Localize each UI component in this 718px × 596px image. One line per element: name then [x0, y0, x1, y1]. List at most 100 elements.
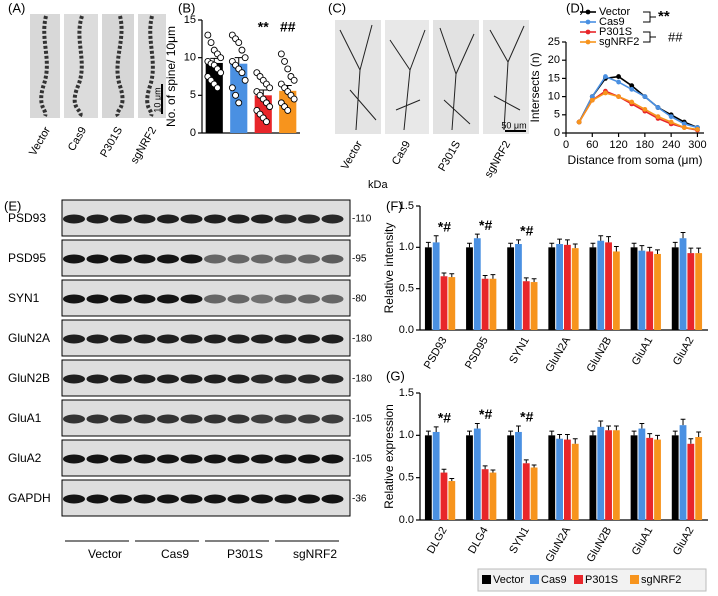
bar [530, 467, 538, 520]
error-bar [557, 433, 562, 439]
blot-band [204, 414, 226, 424]
bar [473, 238, 481, 330]
blot-row-label: GAPDH [8, 491, 51, 505]
data-point [263, 118, 270, 126]
blot-band [227, 214, 250, 224]
marker [629, 86, 635, 92]
data-point [266, 84, 274, 92]
blot-band [133, 254, 156, 264]
x-tick-label: GluN2A [543, 334, 573, 374]
y-tick-label: 5 [190, 89, 196, 101]
y-tick-label: 0.0 [399, 324, 414, 336]
y-axis-label: Intersects (n) [528, 52, 542, 122]
blot-band [63, 254, 85, 264]
y-tick-label: 1.5 [399, 200, 414, 212]
data-point [284, 106, 292, 114]
blot-row-label: GluA2 [8, 451, 42, 465]
molecular-weight: -180 [352, 334, 372, 345]
error-bar [606, 236, 611, 243]
legend-label: Cas9 [599, 16, 625, 28]
annotation: *# [520, 223, 533, 239]
molecular-weight: -95 [352, 254, 367, 265]
data-point [228, 84, 236, 92]
data-point [207, 39, 215, 47]
bar [564, 439, 571, 520]
blot-band [180, 494, 203, 504]
blot-band [63, 494, 85, 504]
error-bar [565, 433, 570, 440]
error-bar [557, 238, 562, 245]
bar [597, 240, 605, 330]
error-bar [482, 274, 488, 279]
line [578, 75, 698, 129]
blot-band [86, 294, 109, 304]
y-axis-label: Relative intensity [382, 223, 396, 314]
data-point [290, 95, 298, 103]
x-tick-label: 120 [609, 139, 627, 151]
blot-band [251, 414, 273, 424]
y-tick-label: 10 [184, 52, 196, 64]
error-bar [672, 241, 678, 248]
data-point [241, 76, 249, 84]
bar [556, 438, 563, 520]
bar [605, 242, 612, 330]
blot-band [63, 214, 85, 224]
x-tick-label: GluN2B [585, 335, 615, 374]
bar [687, 253, 695, 330]
blot-band [251, 214, 273, 224]
panel-label: (C) [328, 0, 346, 15]
blot-band [157, 374, 179, 384]
legend-swatch [530, 575, 539, 584]
group-label: Vector [88, 547, 122, 561]
panel-label: (A) [8, 0, 25, 15]
blot-band [63, 374, 85, 384]
bar [589, 435, 597, 520]
error-bar [655, 434, 660, 440]
blot-row-label: GluN2B [8, 371, 50, 385]
blot-band [204, 494, 226, 504]
marker [576, 119, 582, 125]
data-point [217, 69, 225, 77]
blot-row-label: PSD95 [8, 251, 46, 265]
image-a [30, 14, 166, 118]
error-bar [531, 464, 537, 468]
legend-swatch [482, 575, 491, 584]
bar [507, 247, 515, 330]
blot-band [227, 294, 250, 304]
panel-label: (F) [386, 198, 403, 213]
x-tick-label: GluN2A [543, 524, 573, 564]
x-axis-label: Distance from soma (μm) [568, 153, 703, 167]
blot-band [180, 454, 203, 464]
bar [571, 443, 579, 520]
image-label: Vector [339, 139, 365, 172]
error-bar [680, 418, 686, 426]
blot-band [204, 454, 226, 464]
bar [481, 469, 489, 520]
blot-band [157, 334, 179, 344]
data-point [277, 50, 285, 58]
error-bar [531, 278, 537, 283]
y-tick-label: 0.5 [399, 283, 414, 295]
blot-band [298, 334, 320, 344]
error-bar [639, 245, 645, 251]
marker [616, 74, 621, 79]
blot-band [133, 214, 156, 224]
data-point [232, 91, 240, 99]
x-tick-label: GluA1 [630, 525, 656, 557]
blot-band [251, 454, 273, 464]
x-tick-label: 0 [563, 139, 569, 151]
error-bar [631, 242, 637, 248]
error-bar [490, 469, 496, 473]
bar [432, 431, 440, 520]
marker [616, 94, 621, 99]
blot-band [110, 454, 132, 464]
error-bar [696, 431, 702, 438]
error-bar [688, 247, 694, 254]
error-bar [449, 273, 455, 278]
blot-band [274, 334, 297, 344]
marker [589, 97, 595, 103]
x-tick-label: GluN2B [585, 525, 615, 564]
panel-label: (G) [386, 368, 405, 383]
annotation: ## [668, 29, 683, 44]
blot-band [63, 334, 85, 344]
